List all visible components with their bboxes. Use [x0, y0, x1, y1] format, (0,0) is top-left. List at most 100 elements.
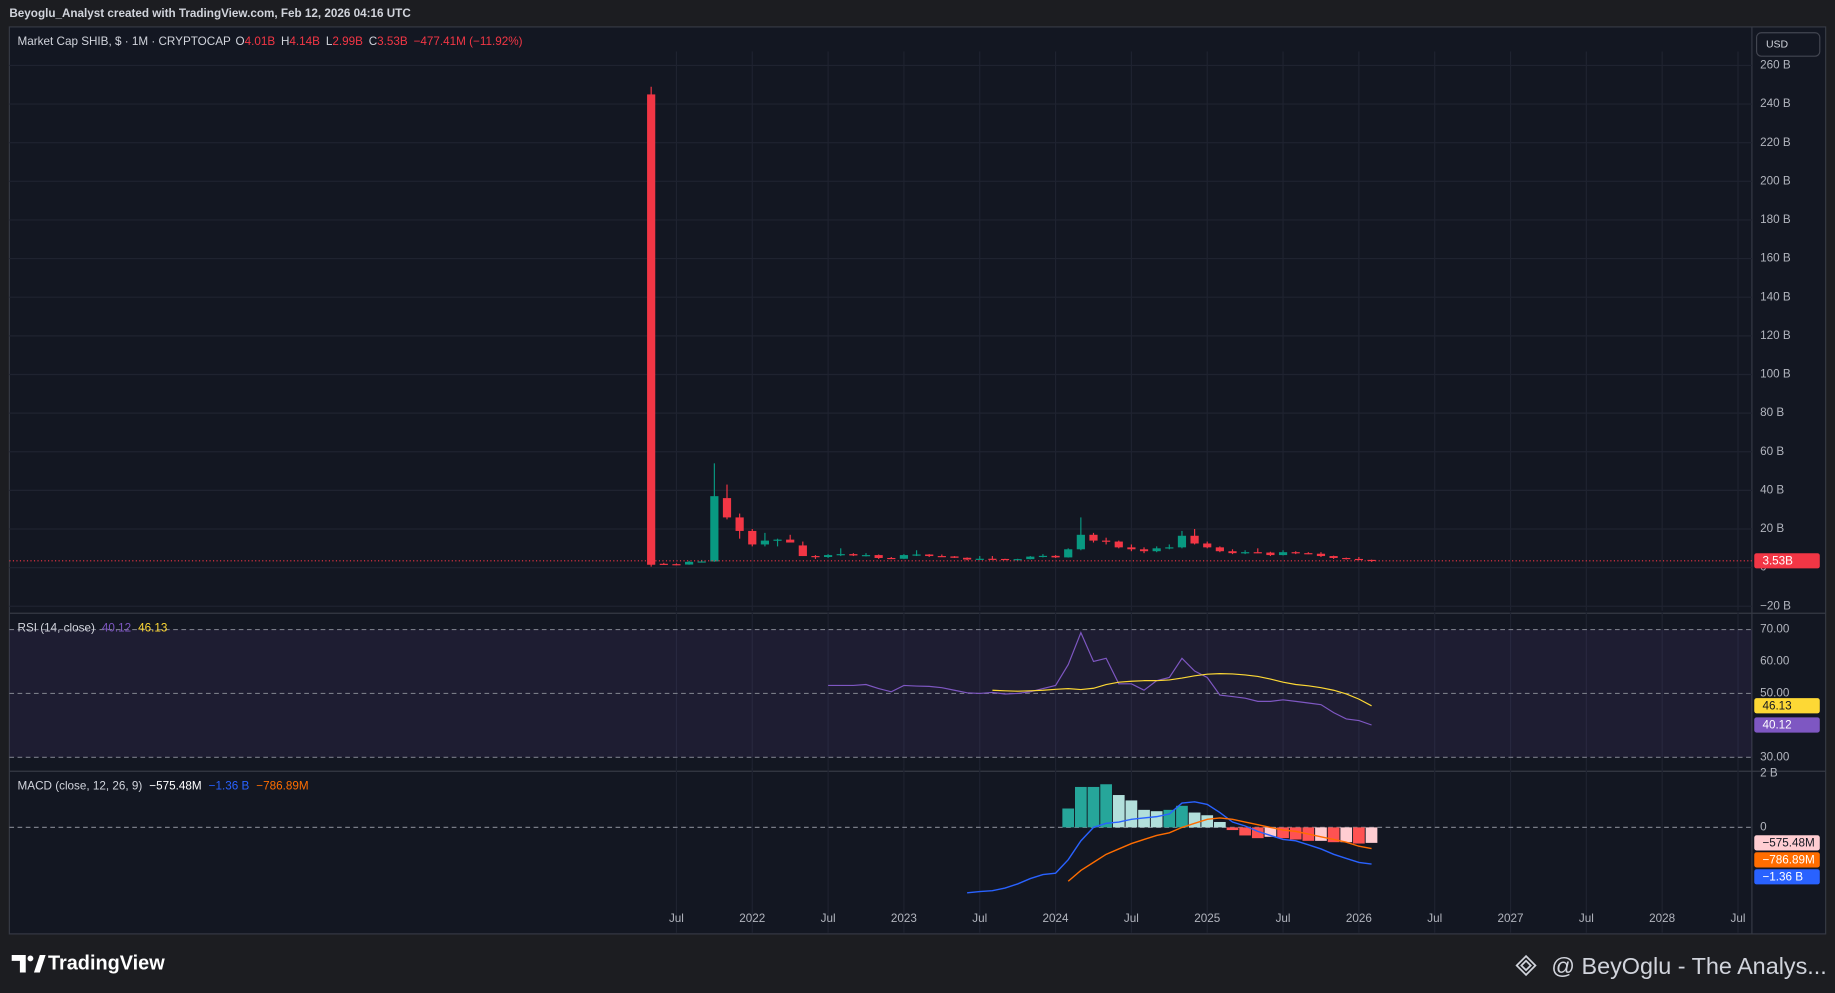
candle-body [1139, 549, 1149, 552]
histogram-bar [1315, 827, 1327, 841]
watermark: @ BeyOglu - The Analys... [1551, 953, 1827, 979]
candle-body [849, 554, 858, 556]
indicator-line [992, 673, 1372, 707]
currency-button[interactable] [1756, 32, 1821, 57]
caption: Beyoglu_Analyst created with TradingView… [9, 7, 411, 20]
candle-body [975, 558, 984, 560]
histogram-bar [1340, 827, 1353, 843]
histogram-bar [1201, 815, 1214, 828]
value-tag-box [1754, 869, 1820, 885]
indicator-line [967, 801, 1372, 894]
y-tick-label: 60 B [1760, 445, 1784, 458]
legend-title: Market Cap SHIB, $ · 1M · CRYPTOCAP [18, 35, 231, 48]
legend-value: −1.36 B [209, 780, 250, 793]
candle-body [887, 557, 896, 560]
histogram-bar [1125, 800, 1138, 828]
legend-value: 4.14B [289, 35, 320, 48]
y-tick-label: 30.00 [1760, 750, 1790, 763]
candle-body [811, 556, 820, 558]
value-tag-box [1754, 717, 1820, 733]
x-tick-label: 2023 [891, 912, 917, 925]
indicator-line [828, 631, 1372, 726]
candle-body [836, 554, 845, 556]
candle-body [1064, 549, 1073, 558]
legend-key: C [369, 35, 377, 48]
value-tag-label: −1.36 B [1762, 870, 1803, 883]
brand: TradingView [48, 953, 165, 975]
candle-body [1215, 547, 1224, 552]
legend-title: RSI (14, close) [18, 622, 95, 635]
histogram-bar [1176, 805, 1188, 828]
histogram-bar [1353, 827, 1365, 844]
candle-body [672, 564, 681, 566]
candle-body [1304, 553, 1313, 555]
value-tag-label: −786.89M [1762, 854, 1814, 867]
legend-value: 4.01B [245, 35, 276, 48]
value-tag-label: −575.48M [1762, 837, 1814, 850]
x-tick-label: Jul [669, 912, 684, 925]
y-tick-label: 140 B [1760, 290, 1791, 303]
x-tick-label: Jul [1427, 912, 1442, 925]
value-tag-label: 3.53B [1762, 554, 1793, 567]
legend-key: H [281, 35, 289, 48]
x-tick-label: Jul [1731, 912, 1746, 925]
value-tag-label: 46.13 [1762, 699, 1791, 712]
candle-body [1026, 556, 1035, 560]
indicator-line [1067, 817, 1372, 882]
candle-body [1076, 534, 1085, 550]
x-tick-label: Jul [972, 912, 987, 925]
value-tag-box [1754, 835, 1820, 851]
y-tick-label: 260 B [1760, 59, 1791, 72]
candle-body [735, 517, 744, 531]
candle-body [684, 561, 694, 565]
candle-body [1127, 547, 1136, 550]
y-tick-label: 40 B [1760, 483, 1784, 496]
candle-body [1177, 535, 1187, 548]
logo-mark [11, 954, 26, 973]
candle-body [659, 563, 668, 565]
candle-body [1013, 559, 1022, 561]
candle-body [1038, 555, 1048, 558]
candle-body [1152, 548, 1161, 552]
y-tick-label: 120 B [1760, 329, 1791, 342]
candle-body [786, 539, 795, 543]
value-tag: 3.53B [1754, 553, 1820, 569]
histogram-bar [1226, 827, 1239, 831]
value-tag-box [1754, 852, 1820, 868]
y-tick-label: 50.00 [1760, 686, 1790, 699]
y-tick-label: 240 B [1760, 97, 1791, 110]
legend-change: −477.41M (−11.92%) [414, 35, 523, 48]
logo-mark [27, 955, 34, 962]
candle-body [798, 545, 807, 557]
candle-body [1342, 557, 1351, 560]
histogram-bar [1327, 827, 1340, 843]
value-tag: 46.13 [1754, 698, 1820, 714]
candle-body [1114, 541, 1123, 548]
candle-body [1291, 552, 1300, 554]
histogram-bar [1163, 809, 1176, 828]
value-tag: −1.36 B [1754, 869, 1820, 885]
y-tick-label: 2 B [1760, 767, 1778, 780]
value-tag-label: 40.12 [1762, 719, 1791, 732]
candle-body [950, 556, 959, 558]
brand-logo [11, 954, 46, 973]
logo-mark [33, 954, 46, 973]
x-tick-label: 2027 [1498, 912, 1524, 925]
histogram-bar [1112, 795, 1125, 828]
candle-body [1329, 556, 1338, 558]
x-tick-label: 2026 [1346, 912, 1372, 925]
y-tick-label: 200 B [1760, 174, 1791, 187]
candle-body [1241, 552, 1250, 554]
candle-body [963, 557, 972, 560]
candle-body [824, 555, 833, 558]
candle-body [1089, 534, 1098, 541]
value-tag: −575.48M [1754, 835, 1820, 851]
histogram-bar [1277, 827, 1289, 839]
candle-body [1190, 535, 1199, 544]
candle-body [1316, 553, 1326, 557]
chart-frame [8, 26, 1827, 935]
candle-body [1367, 559, 1376, 562]
legend-value: 40.12 [102, 622, 131, 635]
x-tick-label: 2028 [1649, 912, 1675, 925]
